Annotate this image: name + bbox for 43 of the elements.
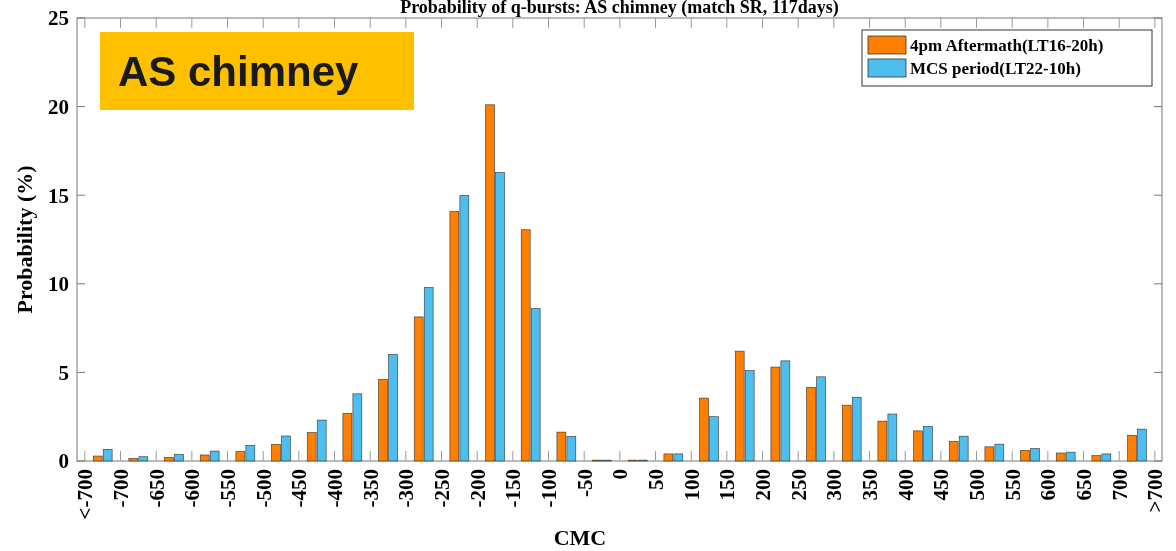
x-tick-label: 50 [643, 469, 668, 490]
x-tick-label: -550 [215, 469, 240, 508]
x-tick-label: -150 [501, 469, 526, 508]
x-tick-label: 250 [786, 469, 811, 501]
x-tick-label: 550 [1000, 469, 1025, 501]
x-tick-label: 450 [929, 469, 954, 501]
y-tick-label: 5 [58, 360, 69, 385]
x-tick-label: -600 [180, 469, 205, 508]
x-tick-label: -50 [572, 469, 597, 497]
y-tick-label: 10 [48, 272, 69, 297]
x-axis-title: CMC [553, 525, 607, 550]
y-tick-label: 15 [48, 183, 69, 208]
x-tick-label: -400 [322, 469, 347, 508]
chart-title: Probability of q-bursts: AS chimney (match SR, 117days) [400, 0, 839, 18]
y-axis-title: Probability (%) [12, 165, 37, 314]
x-tick-label: -100 [536, 469, 561, 508]
x-tick-label: 300 [822, 469, 847, 501]
x-tick-label: 650 [1071, 469, 1096, 501]
x-tick-label: -500 [251, 469, 276, 508]
x-tick-label: 700 [1107, 469, 1132, 501]
x-tick-label: -350 [358, 469, 383, 508]
y-tick-label: 20 [48, 94, 69, 119]
x-tick-label: -250 [429, 469, 454, 508]
x-tick-label: 600 [1036, 469, 1061, 501]
x-tick-label: <-700 [73, 469, 98, 520]
x-tick-label: -200 [465, 469, 490, 508]
x-tick-label: 0 [608, 469, 633, 480]
x-tick-label: >700 [1143, 469, 1168, 513]
y-tick-label: 0 [58, 449, 69, 474]
legend-label: MCS period(LT22-10h) [910, 58, 1081, 78]
y-tick-label: 25 [48, 6, 69, 31]
x-tick-label: 400 [893, 469, 918, 501]
x-tick-label: -300 [394, 469, 419, 508]
x-tick-label: 150 [715, 469, 740, 501]
annotation: AS chimney [118, 48, 360, 95]
x-tick-label: -650 [144, 469, 169, 508]
x-tick-label: 500 [964, 469, 989, 501]
x-tick-label: 200 [750, 469, 775, 501]
legend-label: 4pm Aftermath(LT16-20h) [910, 35, 1104, 55]
x-tick-label: -450 [287, 469, 312, 508]
x-tick-label: -700 [108, 469, 133, 508]
x-tick-label: 350 [857, 469, 882, 501]
x-tick-label: 100 [679, 469, 704, 501]
